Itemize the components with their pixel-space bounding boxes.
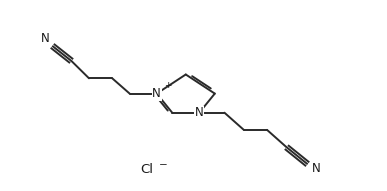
Text: −: −: [159, 160, 168, 170]
Text: N: N: [312, 162, 320, 175]
Text: N: N: [152, 87, 161, 100]
Text: N: N: [41, 32, 50, 45]
Text: Cl: Cl: [140, 163, 154, 176]
Text: N: N: [195, 106, 204, 119]
Text: +: +: [164, 81, 171, 90]
